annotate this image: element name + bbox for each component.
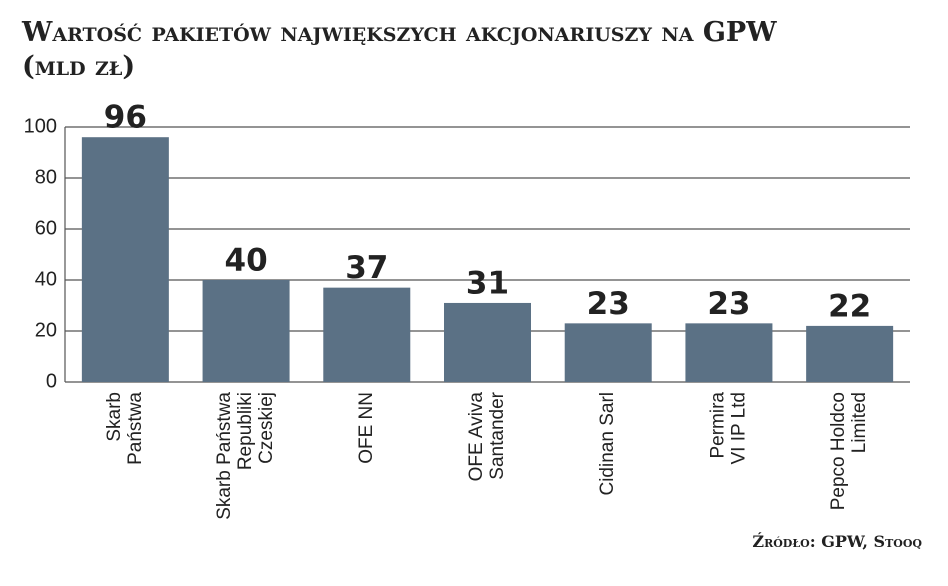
x-tick-label: OFE NN bbox=[356, 392, 377, 464]
value-label: 37 bbox=[345, 250, 388, 286]
x-tick-label: VI IP Ltd bbox=[728, 392, 749, 465]
value-label: 40 bbox=[225, 243, 268, 279]
value-label: 23 bbox=[707, 286, 750, 322]
y-tick-label: 80 bbox=[35, 166, 57, 188]
chart-title: Wartość pakietów największych akcjonariu… bbox=[22, 17, 777, 82]
bar bbox=[81, 137, 169, 382]
bar bbox=[444, 302, 531, 382]
y-tick-label: 40 bbox=[35, 268, 57, 290]
bar bbox=[685, 323, 773, 382]
y-tick-label: 0 bbox=[46, 370, 57, 392]
x-tick-label: Santander bbox=[487, 391, 508, 479]
x-tick-label: Skarb Państwa bbox=[214, 392, 235, 520]
x-tick-label: Cidinan Sarl bbox=[597, 392, 618, 496]
x-tick-label: Pepco Holdco bbox=[828, 392, 849, 510]
x-tick-label: Czeskiej bbox=[256, 392, 277, 464]
value-label: 23 bbox=[587, 286, 630, 322]
value-label: 22 bbox=[828, 288, 871, 324]
bar bbox=[564, 323, 652, 382]
bar bbox=[323, 287, 411, 382]
value-label: 31 bbox=[466, 265, 509, 301]
y-tick-label: 60 bbox=[35, 217, 57, 239]
x-tick-label: OFE Aviva bbox=[466, 392, 487, 482]
x-tick-label: Republiki bbox=[235, 392, 256, 470]
bar bbox=[202, 280, 290, 382]
y-tick-label: 20 bbox=[35, 319, 57, 341]
source: Źródło: GPW, Stooq bbox=[752, 532, 922, 551]
x-tick-label: Państwa bbox=[125, 392, 146, 465]
x-tick-label: Permira bbox=[707, 392, 728, 459]
x-tick-label: Limited bbox=[849, 392, 870, 453]
x-tick-label: Skarb bbox=[104, 392, 125, 442]
y-tick-label: 100 bbox=[24, 115, 57, 137]
value-label: 96 bbox=[104, 100, 147, 136]
bar bbox=[806, 325, 894, 382]
